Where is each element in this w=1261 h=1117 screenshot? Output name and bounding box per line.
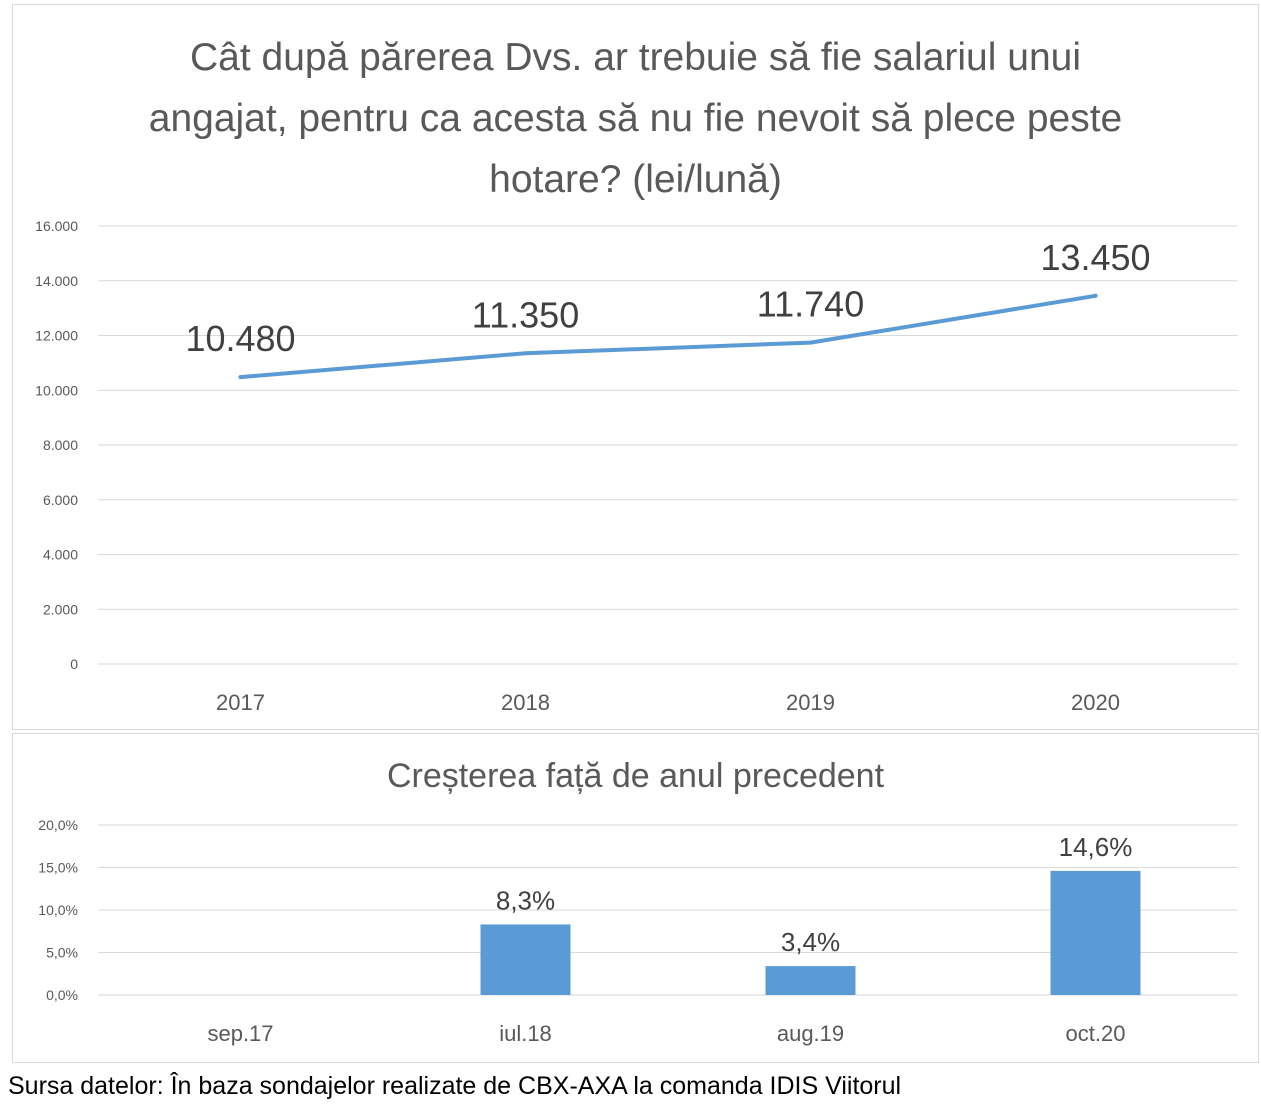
- data-label: 11.740: [757, 284, 864, 325]
- data-point: [1093, 293, 1098, 298]
- y-tick-label: 20,0%: [38, 817, 78, 833]
- y-tick-label: 10,0%: [38, 902, 78, 918]
- y-tick-label: 0: [70, 656, 78, 672]
- y-tick-label: 14.000: [35, 273, 78, 289]
- data-point: [523, 351, 528, 356]
- x-tick-label: 2019: [786, 690, 835, 715]
- series-line: [238, 293, 1098, 380]
- bar-chart-title: Creșterea față de anul precedent: [386, 757, 885, 795]
- x-tick-label: oct.20: [1066, 1021, 1126, 1046]
- y-tick-label: 12.000: [35, 328, 78, 344]
- y-tick-label: 4.000: [43, 547, 78, 563]
- data-label: 14,6%: [1059, 832, 1133, 862]
- x-tick-label: iul.18: [499, 1021, 552, 1046]
- y-tick-label: 5,0%: [46, 945, 78, 961]
- y-tick-label: 6.000: [43, 492, 78, 508]
- y-tick-label: 16.000: [35, 218, 78, 234]
- y-tick-label: 15,0%: [38, 860, 78, 876]
- data-label: 3,4%: [781, 927, 840, 957]
- data-point: [238, 375, 243, 380]
- data-label: 8,3%: [496, 885, 555, 915]
- y-tick-label: 10.000: [35, 382, 78, 398]
- line-chart-plot: 0 2.000 4.000 6.000 8.000 10.000 12.000 14.000 1…: [35, 218, 1238, 715]
- x-tick-label: sep.17: [207, 1021, 273, 1046]
- bar: [480, 924, 571, 995]
- data-label: 13.450: [1040, 237, 1150, 278]
- bar-chart-panel: Creșterea față de anul precedent 0,0% 5,0…: [12, 733, 1259, 1063]
- x-tick-label: 2018: [501, 690, 550, 715]
- line-chart-panel: Cât după părerea Dvs. ar trebuie să fie …: [12, 4, 1259, 730]
- x-tick-label: 2020: [1071, 690, 1120, 715]
- bar: [765, 966, 856, 995]
- y-tick-label: 8.000: [43, 437, 78, 453]
- bar: [1050, 870, 1141, 995]
- x-tick-label: 2017: [216, 690, 265, 715]
- line-chart-title: Cât după părerea Dvs. ar trebuie să fie …: [148, 36, 1123, 201]
- y-tick-label: 2.000: [43, 601, 78, 617]
- source-note: Sursa datelor: În baza sondajelor realiz…: [8, 1072, 902, 1100]
- data-label: 10.480: [185, 318, 295, 359]
- y-tick-label: 0,0%: [46, 987, 78, 1003]
- x-tick-label: aug.19: [777, 1021, 844, 1046]
- data-label: 11.350: [472, 294, 579, 335]
- data-point: [808, 340, 813, 345]
- bar-chart-plot: 0,0% 5,0% 10,0% 15,0% 20,0% sep.17 iul.18 aug.1…: [38, 817, 1238, 1046]
